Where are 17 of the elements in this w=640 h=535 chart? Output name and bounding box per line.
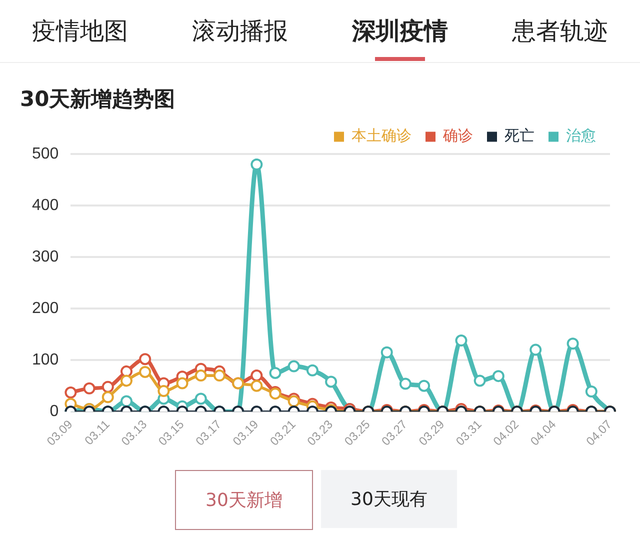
chart-title: 30天新增趋势图 [20, 87, 176, 112]
text: 疫情地图 [32, 16, 128, 47]
text: 患者轨迹 [512, 16, 608, 47]
text: 30天新增 [175, 470, 313, 530]
y-tick-label: 400 [32, 197, 59, 214]
legend-label: 死亡 [504, 126, 534, 145]
y-tick-label: 0 [50, 402, 59, 420]
legend-label: 本土确诊 [352, 126, 412, 145]
y-tick-label: 500 [32, 146, 59, 163]
legend-label: 治愈 [566, 126, 596, 145]
y-tick-label: 200 [32, 300, 59, 318]
y-tick-label: 300 [32, 248, 59, 266]
text: 30天现有 [321, 470, 457, 528]
text: 滚动播报 [192, 16, 288, 47]
legend-label: 确诊 [442, 126, 473, 145]
y-tick-label: 100 [32, 352, 59, 369]
text: 深圳疫情 [352, 16, 448, 47]
